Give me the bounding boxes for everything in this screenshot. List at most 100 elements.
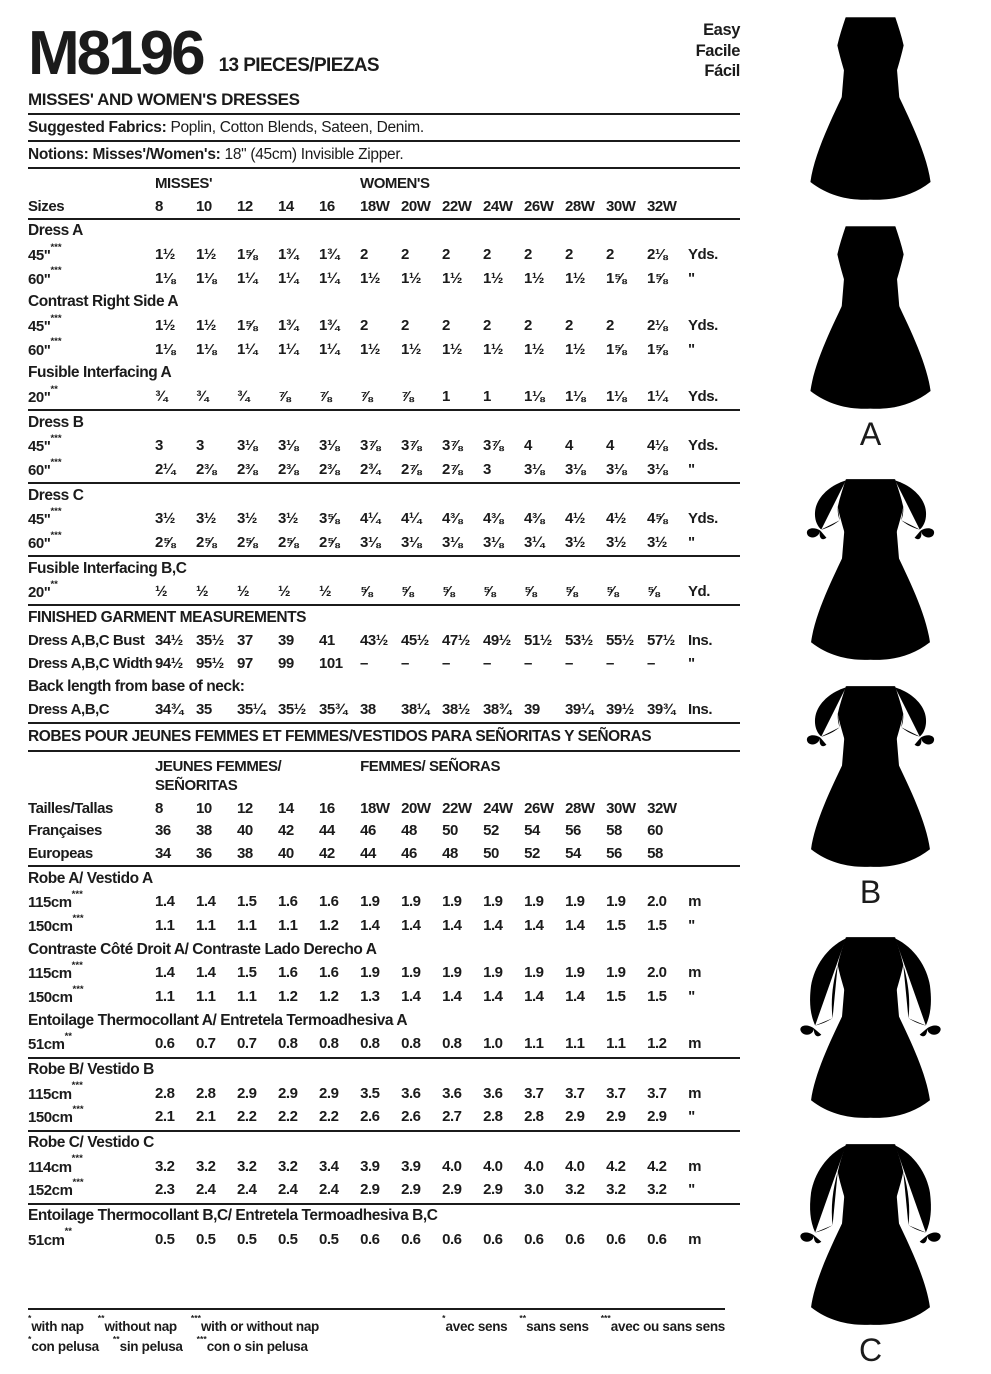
value-cell: 3.7	[524, 1084, 544, 1102]
value-cell: 0.5	[319, 1230, 339, 1248]
sizes-row: Sizes 8 10 12 14 16 18W 20W 22W 24W 26W 28W 30W 32W	[28, 195, 740, 219]
cell	[28, 171, 155, 195]
row-label: 60"***	[28, 336, 62, 359]
value-cell: 1½	[401, 340, 421, 358]
value-cell: 3⅛	[360, 533, 380, 551]
value-cell: 1⅛	[155, 340, 175, 358]
value-cell: ½	[237, 583, 250, 601]
value-cell: 35½	[278, 701, 306, 719]
row-label: Dress A,B,C	[28, 701, 110, 719]
difficulty-en: Easy	[703, 21, 740, 39]
value-cell: 3⅛	[401, 533, 421, 551]
value-cell: 2	[565, 316, 573, 334]
data-row: Europeas 34 36 38 40 42 44 46 48 50 52 54 56 58	[28, 843, 740, 867]
value-cell: ⅞	[401, 387, 414, 405]
value-cell: 0.6	[565, 1230, 585, 1248]
footnote-item: ***con o sin pelusa	[196, 1333, 308, 1354]
value-cell: 3.7	[565, 1084, 585, 1102]
value-cell: 35¾	[319, 701, 347, 719]
value-cell: 46	[360, 822, 376, 840]
data-row: 115cm*** 1.4 1.4 1.5 1.6 1.6 1.9 1.9 1.9 1.9 1.9 1.…	[28, 960, 740, 986]
value-cell: 3½	[278, 510, 298, 528]
dress-c-front-illustration	[799, 937, 942, 1118]
value-cell: –	[483, 655, 491, 673]
row-label: 45"***	[28, 505, 62, 529]
value-cell: 54	[565, 845, 581, 863]
value-cell: 4.0	[442, 1157, 462, 1175]
value-cell: 16	[319, 197, 335, 215]
value-cell: 4	[565, 437, 573, 455]
dress-c-back-illustration	[799, 1144, 942, 1325]
value-cell: 44	[360, 845, 376, 863]
value-cell: 38	[237, 845, 253, 863]
value-cell: 1.1	[278, 917, 298, 935]
value-cell: 1.4	[524, 917, 544, 935]
unit-cell: Yds.	[688, 510, 718, 528]
data-row: 150cm*** 1.1 1.1 1.1 1.1 1.2 1.4 1.4 1.4 1.4 1.4 1.…	[28, 913, 740, 939]
value-cell: 0.6	[360, 1230, 380, 1248]
value-cell: 57½	[647, 632, 675, 650]
value-cell: ⅝	[360, 583, 373, 601]
view-c-label: C	[858, 1332, 883, 1368]
value-cell: 0.5	[196, 1230, 216, 1248]
value-cell: ⅝	[442, 583, 455, 601]
value-cell: 38¼	[401, 701, 429, 719]
value-cell: 20W	[401, 197, 431, 215]
value-cell: 12	[237, 799, 253, 817]
pieces-count: 13 PIECES/PIEZAS	[218, 54, 380, 76]
value-cell: 38	[360, 701, 376, 719]
footnotes: *with nap **without nap ***with or without…	[28, 1308, 725, 1358]
value-cell: 1¼	[278, 269, 298, 287]
value-cell: 20W	[401, 799, 431, 817]
value-cell: 1½	[442, 269, 462, 287]
yardage-table-french-spanish: JEUNES FEMMES/SEÑORITAS FEMMES/ SEÑORAS Ta…	[28, 754, 741, 1251]
unit-cell: Yds.	[688, 316, 718, 334]
value-cell: 48	[442, 845, 458, 863]
value-cell: 95½	[196, 655, 224, 673]
value-cell: 2⅛	[647, 245, 667, 263]
value-cell: 0.8	[360, 1035, 380, 1053]
value-cell: 1¼	[237, 340, 257, 358]
value-cell: –	[647, 655, 655, 673]
value-cell: 1⅛	[524, 387, 544, 405]
row-label: 150cm***	[28, 983, 84, 1007]
value-cell: 2.9	[483, 1181, 503, 1199]
value-cell: 1⅝	[647, 269, 667, 287]
value-cell: 0.6	[401, 1230, 421, 1248]
footnote-spanish: *con pelusa **sin pelusa ***con o sin pelu…	[28, 1333, 333, 1354]
view-b-figure: B	[768, 472, 973, 908]
value-cell: 1	[442, 387, 450, 405]
value-cell: 2.9	[237, 1084, 257, 1102]
value-cell: ½	[155, 583, 168, 601]
row-label: 60"***	[28, 529, 62, 552]
row-label: 152cm***	[28, 1177, 84, 1200]
data-row: 45"*** 3 3 3⅛ 3⅛ 3⅛ 3⅞ 3⅞ 3⅞ 3⅞ 4 4 4 4⅛ Yds.	[28, 433, 740, 459]
unit-cell: "	[688, 269, 695, 287]
dress-b-back-illustration	[806, 686, 935, 867]
section-row: Robe A/ Vestido A	[28, 865, 741, 891]
yardage-panel: M8196 13 PIECES/PIEZAS Easy Facile Fácil…	[28, 14, 740, 1252]
value-cell: 1⅛	[155, 269, 175, 287]
value-cell: 1.4	[155, 964, 175, 982]
value-cell: 16	[319, 799, 335, 817]
value-cell: 1⅛	[606, 387, 626, 405]
value-cell: 2⅝	[237, 533, 257, 551]
footnote-item: **sin pelusa	[112, 1333, 183, 1354]
value-cell: 55½	[606, 632, 634, 650]
value-cell: 2.9	[565, 1108, 585, 1126]
unit-cell	[688, 797, 740, 820]
footnote-item: ***avec ou sans sens	[600, 1313, 726, 1334]
value-cell: 2	[442, 245, 450, 263]
value-cell: 34¾	[155, 701, 183, 719]
row-label: 45"***	[28, 312, 62, 335]
value-cell: 2.4	[196, 1181, 216, 1199]
unit-cell: m	[688, 1035, 701, 1053]
value-cell: 40	[278, 845, 294, 863]
value-cell: 1.9	[565, 964, 585, 982]
value-cell: 1.6	[278, 893, 298, 911]
value-cell: 4.2	[606, 1157, 626, 1175]
row-label: Dress A,B,C Width	[28, 655, 153, 673]
value-cell: 1.9	[483, 893, 503, 911]
dress-a-front-illustration	[810, 17, 931, 200]
value-cell: 2.4	[237, 1181, 257, 1199]
